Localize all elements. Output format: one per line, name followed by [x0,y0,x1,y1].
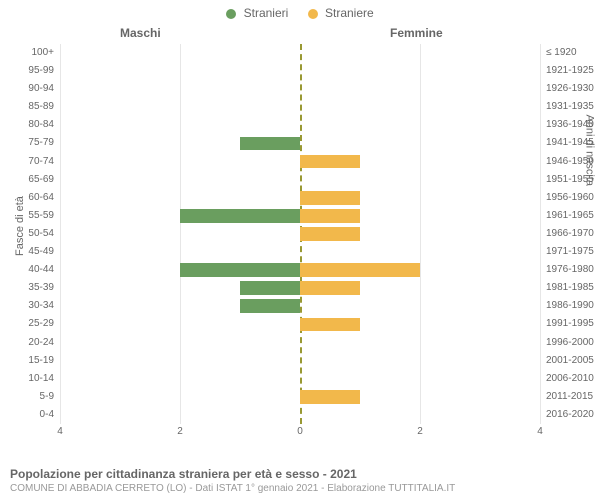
age-row: 95-991921-1925 [60,62,540,80]
age-label: 60-64 [28,189,54,207]
age-row: 25-291991-1995 [60,315,540,333]
age-label: 45-49 [28,243,54,261]
age-row: 80-841936-1940 [60,116,540,134]
age-row: 20-241996-2000 [60,334,540,352]
birth-year-label: 1981-1985 [546,279,594,297]
age-row: 55-591961-1965 [60,207,540,225]
birth-year-label: 1951-1955 [546,171,594,189]
age-label: 65-69 [28,171,54,189]
header-female: Femmine [390,26,443,40]
y-axis-title-left: Fasce di età [14,196,26,256]
age-label: 25-29 [28,315,54,333]
age-row: 90-941926-1930 [60,80,540,98]
age-label: 90-94 [28,80,54,98]
age-row: 100+≤ 1920 [60,44,540,62]
birth-year-label: 1961-1965 [546,207,594,225]
age-row: 45-491971-1975 [60,243,540,261]
plot-area: 100+≤ 192095-991921-192590-941926-193085… [60,44,540,424]
age-label: 70-74 [28,153,54,171]
bar-female [300,318,360,332]
grid-line [540,44,541,424]
legend-label-male: Stranieri [244,6,289,20]
age-row: 15-192001-2005 [60,352,540,370]
bar-female [300,281,360,295]
birth-year-label: 1976-1980 [546,261,594,279]
age-row: 50-541966-1970 [60,225,540,243]
legend: Stranieri Straniere [0,6,600,20]
age-row: 0-42016-2020 [60,406,540,424]
birth-year-label: 1941-1945 [546,134,594,152]
age-row: 35-391981-1985 [60,279,540,297]
x-tick: 0 [297,426,303,437]
birth-year-label: 1946-1950 [546,153,594,171]
legend-swatch-male [226,9,236,19]
birth-year-label: 1971-1975 [546,243,594,261]
age-row: 60-641956-1960 [60,189,540,207]
bar-male [180,209,300,223]
birth-year-label: 1956-1960 [546,189,594,207]
x-tick: 4 [537,426,543,437]
bar-male [240,137,300,151]
age-row: 70-741946-1950 [60,153,540,171]
birth-year-label: 2001-2005 [546,352,594,370]
birth-year-label: 2011-2015 [546,388,593,406]
birth-year-label: 1921-1925 [546,62,594,80]
age-label: 30-34 [28,297,54,315]
age-label: 50-54 [28,225,54,243]
age-row: 65-691951-1955 [60,171,540,189]
age-row: 85-891931-1935 [60,98,540,116]
age-row: 10-142006-2010 [60,370,540,388]
chart: Maschi Femmine Fasce di età Anni di nasc… [0,26,600,456]
age-label: 80-84 [28,116,54,134]
age-row: 5-92011-2015 [60,388,540,406]
age-row: 30-341986-1990 [60,297,540,315]
bar-female [300,209,360,223]
birth-year-label: 1931-1935 [546,98,594,116]
birth-year-label: 2016-2020 [546,406,594,424]
birth-year-label: 1991-1995 [546,315,594,333]
legend-item-female: Straniere [308,6,374,20]
header-male: Maschi [120,26,161,40]
birth-year-label: 1996-2000 [546,334,594,352]
bar-female [300,263,420,277]
bar-female [300,390,360,404]
x-tick: 2 [177,426,183,437]
age-label: 20-24 [28,334,54,352]
age-label: 55-59 [28,207,54,225]
birth-year-label: 1936-1940 [546,116,594,134]
age-row: 40-441976-1980 [60,261,540,279]
birth-year-label: 1966-1970 [546,225,594,243]
age-label: 75-79 [28,134,54,152]
x-tick: 2 [417,426,423,437]
age-label: 0-4 [40,406,54,424]
bar-male [180,263,300,277]
age-row: 75-791941-1945 [60,134,540,152]
footer: Popolazione per cittadinanza straniera p… [10,467,590,494]
birth-year-label: 1986-1990 [546,297,594,315]
bar-female [300,155,360,169]
birth-year-label: 2006-2010 [546,370,594,388]
bar-male [240,281,300,295]
x-tick: 4 [57,426,63,437]
bar-male [240,299,300,313]
age-label: 35-39 [28,279,54,297]
bar-female [300,227,360,241]
age-label: 40-44 [28,261,54,279]
age-label: 100+ [31,44,54,62]
legend-item-male: Stranieri [226,6,288,20]
bar-female [300,191,360,205]
footer-subtitle: COMUNE DI ABBADIA CERRETO (LO) - Dati IS… [10,483,590,494]
birth-year-label: ≤ 1920 [546,44,577,62]
age-label: 10-14 [28,370,54,388]
birth-year-label: 1926-1930 [546,80,594,98]
age-label: 85-89 [28,98,54,116]
age-label: 95-99 [28,62,54,80]
age-label: 15-19 [28,352,54,370]
legend-label-female: Straniere [325,6,374,20]
age-label: 5-9 [40,388,54,406]
legend-swatch-female [308,9,318,19]
footer-title: Popolazione per cittadinanza straniera p… [10,467,590,481]
